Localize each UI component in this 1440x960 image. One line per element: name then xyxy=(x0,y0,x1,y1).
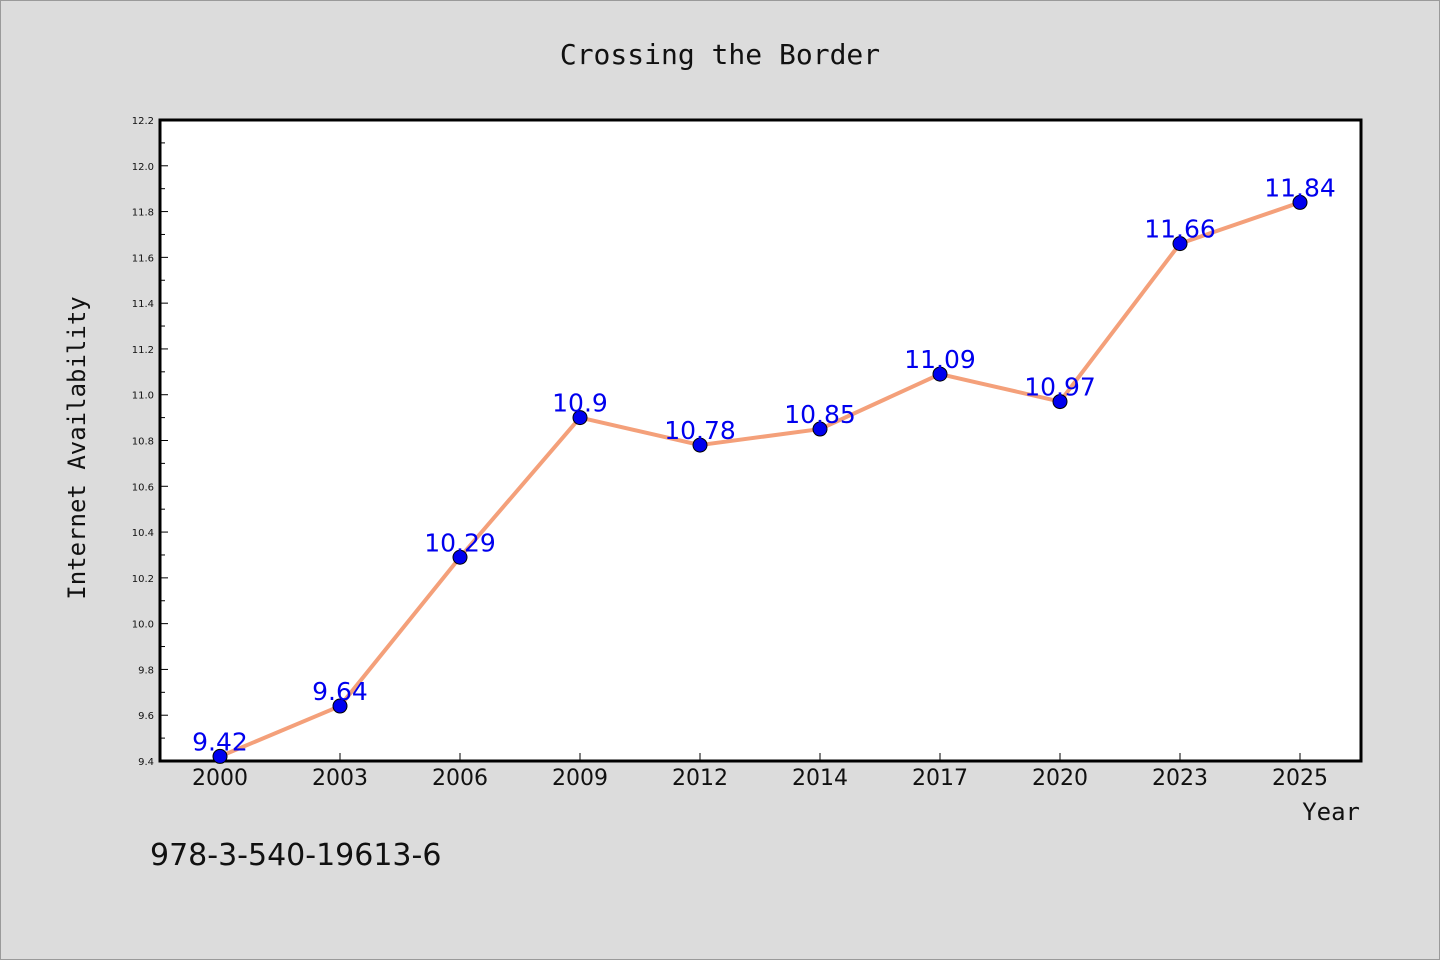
y-tick-label: 11.6 xyxy=(132,253,154,264)
data-point-marker xyxy=(1292,194,1308,210)
x-tick-label: 2000 xyxy=(192,766,248,791)
data-point-marker xyxy=(812,421,828,437)
x-tick-label: 2014 xyxy=(792,766,848,791)
plot-area xyxy=(158,118,1363,763)
series-line xyxy=(219,200,1301,759)
y-tick-label: 9.4 xyxy=(138,757,154,768)
x-tick-label: 2003 xyxy=(312,766,368,791)
y-tick-label: 9.8 xyxy=(138,665,154,676)
data-point-marker xyxy=(932,366,948,382)
data-point-marker xyxy=(1172,236,1188,252)
x-tick-label: 2023 xyxy=(1152,766,1208,791)
data-label: 10.97 xyxy=(1024,373,1096,402)
data-point-marker xyxy=(332,698,348,714)
y-tick-label: 10.2 xyxy=(132,574,154,585)
data-label: 11.66 xyxy=(1144,215,1216,244)
data-label: 10.9 xyxy=(552,389,608,418)
y-tick-label: 12.0 xyxy=(132,162,154,173)
x-tick-label: 2020 xyxy=(1032,766,1088,791)
data-point-marker xyxy=(452,549,468,565)
y-tick-label: 9.6 xyxy=(138,711,154,722)
x-tick-label: 2025 xyxy=(1272,766,1328,791)
y-tick-label: 10.4 xyxy=(132,528,154,539)
chart-title: Crossing the Border xyxy=(560,38,880,71)
x-tick-label: 2009 xyxy=(552,766,608,791)
x-tick-label: 2006 xyxy=(432,766,488,791)
y-tick-label: 10.0 xyxy=(132,620,154,631)
y-tick-label: 10.6 xyxy=(132,482,154,493)
x-axis-label: Year xyxy=(1302,798,1360,826)
data-label: 10.78 xyxy=(664,416,736,445)
x-tick-label: 2012 xyxy=(672,766,728,791)
data-label: 10.85 xyxy=(784,400,856,429)
y-tick-label: 10.8 xyxy=(132,437,154,448)
y-tick-label: 12.2 xyxy=(132,116,154,127)
data-labels: 9.42 9.64 10.29 10.9 10.78 10.85 11.09 10.97 11.… xyxy=(192,173,1336,756)
data-label: 11.84 xyxy=(1264,173,1336,202)
y-tick-label: 11.4 xyxy=(132,299,154,310)
data-label: 10.29 xyxy=(424,528,496,557)
data-point-marker xyxy=(692,437,708,453)
y-tick-label: 11.8 xyxy=(132,208,154,219)
y-axis-label: Internet Availability xyxy=(63,296,91,599)
data-point-marker xyxy=(572,410,588,426)
data-label: 11.09 xyxy=(904,345,976,374)
data-label: 9.64 xyxy=(312,677,368,706)
data-label: 9.42 xyxy=(192,727,248,756)
series-line-group xyxy=(219,200,1301,759)
x-tick-label: 2017 xyxy=(912,766,968,791)
data-point-marker xyxy=(212,748,228,764)
isbn-footer: 978-3-540-19613-6 xyxy=(150,838,441,873)
y-axis-ticks: 9.4 9.6 9.8 10.0 10.2 10.4 10.6 10.8 11.0 11.2 11.… xyxy=(132,116,168,768)
x-axis-ticks: 2000 2003 2006 2009 2012 2014 2017 2020 2023 2025 xyxy=(192,753,1328,791)
data-points xyxy=(212,194,1308,764)
y-tick-label: 11.0 xyxy=(132,391,154,402)
data-point-marker xyxy=(1052,394,1068,410)
y-tick-label: 11.2 xyxy=(132,345,154,356)
